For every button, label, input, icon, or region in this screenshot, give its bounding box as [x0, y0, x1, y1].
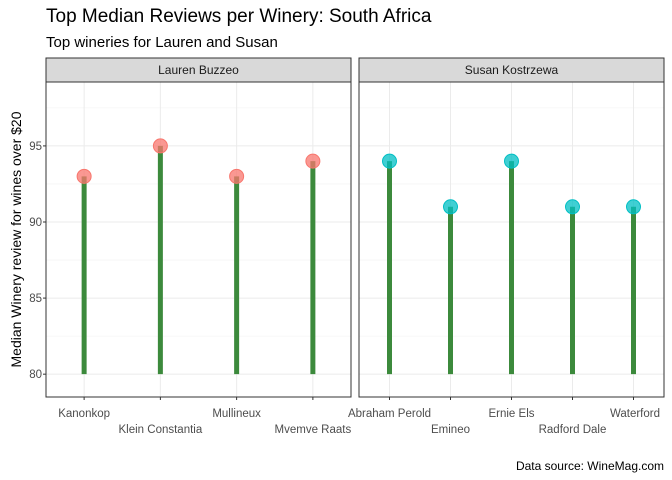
lollipop-point — [229, 168, 245, 184]
lollipop-point — [152, 138, 168, 154]
x-tick-label: Mullineux — [212, 408, 261, 420]
lollipop-point — [565, 199, 580, 215]
facet-strip — [358, 57, 665, 83]
x-tick-label: Ernie Els — [488, 408, 534, 420]
y-tick-label: 90 — [29, 217, 42, 229]
facet-strip — [45, 57, 352, 83]
facet-strip-label: Lauren Buzzeo — [158, 63, 239, 77]
x-tick-label: Klein Constantia — [119, 424, 203, 436]
x-tick-label: Radford Dale — [539, 424, 607, 436]
y-tick-label: 95 — [29, 141, 42, 153]
y-axis-label: Median Winery review for wines over $20 — [8, 111, 24, 367]
panel-border — [45, 81, 352, 398]
x-tick-label: Abraham Perold — [348, 408, 431, 420]
lollipop-point — [504, 153, 519, 169]
x-tick-label: Kanonkop — [58, 408, 110, 420]
lollipop-point — [443, 199, 458, 215]
lollipop-point — [76, 168, 92, 184]
x-tick-label: Emineo — [431, 424, 470, 436]
y-tick-label: 80 — [29, 369, 42, 381]
x-tick-label: Waterford — [610, 408, 660, 420]
lollipop-point — [382, 153, 397, 169]
x-tick-label: Mvemve Raats — [275, 424, 352, 436]
chart-subtitle: Top wineries for Lauren and Susan — [46, 34, 278, 51]
y-tick-label: 85 — [29, 293, 42, 305]
lollipop-point — [626, 199, 641, 215]
lollipop-point — [305, 153, 321, 169]
panel-background — [46, 82, 351, 397]
chart-caption: Data source: WineMag.com — [515, 459, 664, 473]
facet-strip-label: Susan Kostrzewa — [465, 63, 559, 77]
chart-title: Top Median Reviews per Winery: South Afr… — [46, 6, 432, 27]
